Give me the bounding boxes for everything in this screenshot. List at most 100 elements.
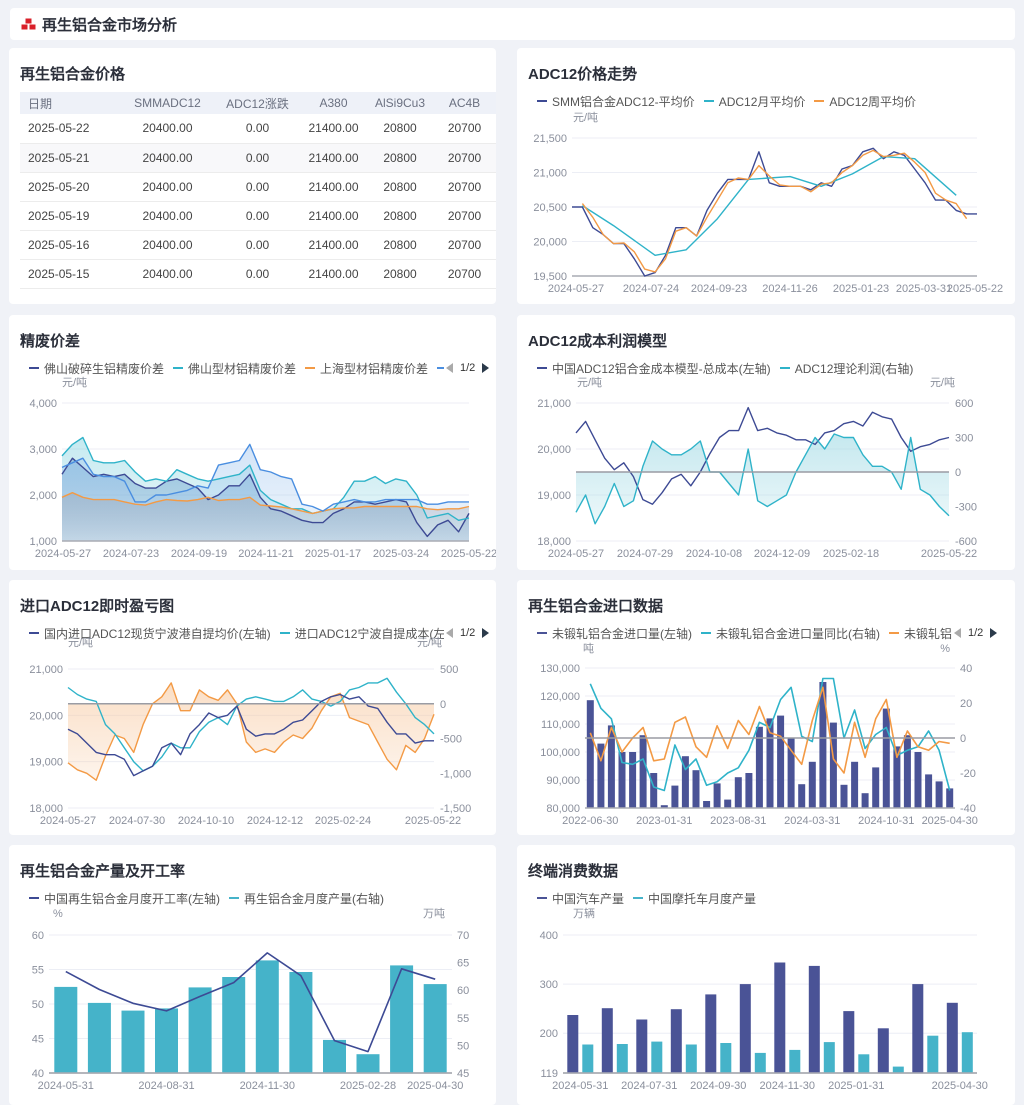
bar[interactable] <box>823 1042 835 1073</box>
bar[interactable] <box>582 1044 594 1074</box>
legend-item[interactable]: 未锻轧铝合金进口量同比(右轴) <box>701 625 880 641</box>
bar[interactable] <box>892 1066 904 1073</box>
bar[interactable] <box>912 984 924 1073</box>
legend-prev-icon[interactable] <box>446 628 453 638</box>
series-line[interactable] <box>589 686 950 774</box>
bar[interactable] <box>724 799 732 808</box>
bar[interactable] <box>903 735 911 808</box>
legend-item[interactable]: 未锻轧铝合金进口量(左轴) <box>537 625 692 641</box>
bar[interactable] <box>754 1052 766 1073</box>
series-line[interactable] <box>575 433 950 525</box>
bar[interactable] <box>601 1008 613 1073</box>
bar[interactable] <box>607 725 615 808</box>
series-line[interactable] <box>575 406 950 505</box>
table-row[interactable]: 2025-05-16 20400.00 0.00 21400.00 20800 20700 <box>20 230 496 260</box>
series-line[interactable] <box>572 147 977 277</box>
bar[interactable] <box>829 722 837 808</box>
series-line[interactable] <box>589 677 951 792</box>
legend-item[interactable]: 中国汽车产量 <box>537 890 624 906</box>
bar[interactable] <box>946 788 954 808</box>
legend-item[interactable]: 佛山破碎生铝精废价差 <box>29 360 164 376</box>
bar[interactable] <box>390 965 414 1073</box>
bar[interactable] <box>946 1002 958 1073</box>
legend-item[interactable]: 再生铝合金月度产量(右轴) <box>229 890 384 906</box>
bar[interactable] <box>222 977 246 1073</box>
series-line[interactable] <box>581 149 968 273</box>
series-line[interactable] <box>582 155 957 256</box>
bar[interactable] <box>893 746 901 808</box>
bar[interactable] <box>87 1002 111 1073</box>
series-line[interactable] <box>61 436 470 521</box>
bar[interactable] <box>935 781 943 808</box>
bar[interactable] <box>121 1010 145 1073</box>
bar[interactable] <box>808 965 820 1073</box>
bar[interactable] <box>705 994 717 1073</box>
bar[interactable] <box>639 735 647 808</box>
bar[interactable] <box>720 1043 732 1073</box>
bar[interactable] <box>692 770 700 808</box>
legend-item[interactable]: 国内进口ADC12现货宁波港自提均价(左轴) <box>29 625 271 641</box>
bar[interactable] <box>618 752 626 808</box>
series-line[interactable] <box>67 682 435 781</box>
table-row[interactable]: 2025-05-20 20400.00 0.00 21400.00 20800 20700 <box>20 172 496 202</box>
legend-item[interactable]: 上海型材铝精废价差 <box>305 360 428 376</box>
legend-item[interactable]: ADC12月平均价 <box>703 93 805 109</box>
bar[interactable] <box>671 785 679 808</box>
bar[interactable] <box>629 752 637 808</box>
bar[interactable] <box>423 984 447 1073</box>
legend-item[interactable]: ADC12理论利润(右轴) <box>779 360 913 376</box>
legend-item[interactable]: 中国ADC12铝合金成本模型-总成本(左轴) <box>537 360 771 376</box>
bar[interactable] <box>819 682 827 808</box>
bar[interactable] <box>681 756 689 808</box>
bar[interactable] <box>188 987 212 1073</box>
table-row[interactable]: 2025-05-19 20400.00 0.00 21400.00 20800 20700 <box>20 201 496 231</box>
series-line[interactable] <box>61 457 470 538</box>
bar[interactable] <box>777 715 785 808</box>
bar[interactable] <box>961 1032 973 1073</box>
bar[interactable] <box>713 783 721 808</box>
bar[interactable] <box>843 1011 855 1073</box>
table-row[interactable]: 2025-05-21 20400.00 0.00 21400.00 20800 20700 <box>20 143 496 173</box>
legend-item[interactable]: ADC12周平均价 <box>814 93 916 109</box>
legend-prev-icon[interactable] <box>446 363 453 373</box>
bar[interactable] <box>798 784 806 808</box>
bar[interactable] <box>739 984 751 1073</box>
bar[interactable] <box>670 1009 682 1073</box>
bar[interactable] <box>789 1049 801 1073</box>
legend-next-icon[interactable] <box>482 628 490 638</box>
series-line[interactable] <box>67 677 435 772</box>
bar[interactable] <box>650 773 658 808</box>
bar[interactable] <box>703 801 711 808</box>
bar[interactable] <box>787 738 795 808</box>
bar[interactable] <box>861 793 869 808</box>
bar[interactable] <box>858 1054 870 1073</box>
legend-next-icon[interactable] <box>482 363 490 373</box>
bar[interactable] <box>567 1015 579 1073</box>
bar[interactable] <box>636 1019 648 1074</box>
bar[interactable] <box>872 767 880 808</box>
series-line[interactable] <box>65 952 436 1053</box>
series-line[interactable] <box>67 693 434 777</box>
series-line[interactable] <box>61 443 469 512</box>
bar[interactable] <box>927 1035 939 1073</box>
bar[interactable] <box>766 718 774 808</box>
bar[interactable] <box>289 972 313 1073</box>
bar[interactable] <box>877 1028 889 1073</box>
bar[interactable] <box>54 986 78 1073</box>
bar[interactable] <box>685 1044 697 1074</box>
legend-item[interactable]: 上海 <box>437 360 444 376</box>
legend-next-icon[interactable] <box>990 628 998 638</box>
legend-item[interactable]: SMM铝合金ADC12-平均价 <box>537 93 695 109</box>
legend-item[interactable]: 佛山型材铝精废价差 <box>173 360 296 376</box>
bar[interactable] <box>774 962 786 1074</box>
legend-item[interactable]: 进口ADC12宁波自提成本(左轴) <box>279 625 444 641</box>
bar[interactable] <box>255 960 279 1073</box>
bar[interactable] <box>840 784 848 808</box>
bar[interactable] <box>882 708 890 808</box>
legend-prev-icon[interactable] <box>954 628 961 638</box>
bar[interactable] <box>155 1008 178 1073</box>
bar[interactable] <box>925 774 933 808</box>
bar[interactable] <box>597 743 605 808</box>
bar[interactable] <box>356 1054 380 1073</box>
bar[interactable] <box>660 805 668 808</box>
